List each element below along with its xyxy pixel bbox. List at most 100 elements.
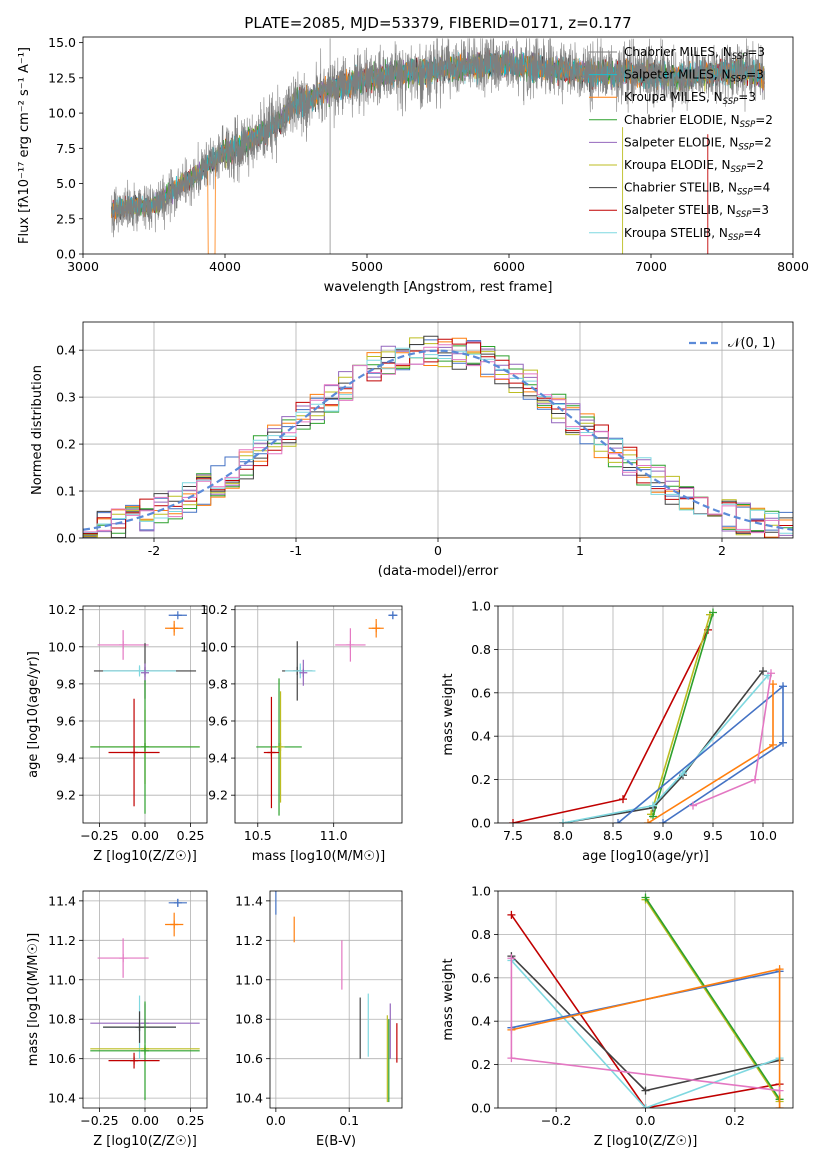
x-tick-label: −0.2 (541, 1113, 571, 1128)
point-marker (119, 640, 128, 649)
data-point (97, 938, 149, 978)
weight-line (652, 612, 714, 817)
weight-line (617, 684, 784, 823)
plot-area (83, 322, 793, 538)
y-tick-label: 11.2 (235, 933, 263, 948)
data-point (276, 691, 285, 803)
point-marker (276, 742, 285, 751)
y-tick-label: 0.0 (56, 247, 76, 262)
plot-area (235, 606, 402, 823)
y-tick-label: 10.0 (48, 639, 76, 654)
y-axis-label: Normed distribution (30, 365, 45, 495)
weight-line (510, 959, 780, 1108)
data-point (263, 696, 280, 809)
x-axis-label: (data-model)/error (378, 564, 499, 579)
y-axis-label: age [log10(age/yr)] (26, 651, 41, 778)
legend: 𝒩(0, 1) (689, 336, 775, 351)
point-marker (141, 1046, 149, 1055)
y-tick-label: 0.2 (471, 772, 491, 787)
x-tick-label: 1 (576, 543, 584, 558)
weight-marker (659, 819, 667, 823)
x-tick-label: 0.1 (339, 1113, 359, 1128)
y-tick-label: 0.4 (471, 729, 491, 744)
point-marker (346, 640, 355, 649)
axes-frame (82, 36, 794, 255)
point-marker (135, 1023, 144, 1032)
data-point (90, 680, 200, 814)
y-tick-label: 0.4 (471, 1014, 491, 1029)
weight-series (644, 680, 777, 823)
y-tick-label: 10.8 (235, 1012, 263, 1027)
data-point (90, 1001, 200, 1101)
y-tick-label: 0.4 (56, 343, 76, 358)
panel-weight-vs-age: 7.5 8.0 8.5 9.0 9.5 10.0 0.0 0.2 0.4 0.6 0.8 1.0 age… (441, 599, 794, 864)
point-marker (170, 624, 179, 633)
x-tick-label: 2 (718, 543, 726, 558)
weight-marker (507, 1054, 516, 1063)
y-axis-label: Flux [fλ10⁻¹⁷ erg cm⁻² s⁻¹ A⁻¹] (17, 47, 32, 244)
x-tick-label: 0.00 (131, 1113, 159, 1128)
weight-marker (775, 965, 784, 974)
plot-area (498, 606, 793, 823)
panel-spectrum: 3000 4000 5000 6000 7000 8000 0.0 2.5 5.0 7.5 10.0… (17, 14, 809, 295)
data-point (97, 630, 149, 660)
axes-frame (497, 605, 794, 824)
legend: Chabrier MILES, NSSP=3 Salpeter MILES, NS… (589, 45, 773, 243)
data-point (388, 611, 398, 620)
y-axis-label: mass weight (441, 673, 456, 755)
x-tick-label: 0.0 (636, 1113, 656, 1128)
point-marker (130, 1056, 139, 1065)
data-point (168, 611, 187, 620)
data-point (141, 663, 149, 683)
x-tick-label: 5000 (351, 259, 383, 274)
y-tick-label: 0.1 (56, 484, 76, 499)
y-tick-label: 9.6 (56, 713, 76, 728)
data-point (103, 665, 176, 677)
weight-line (644, 899, 781, 1102)
panel-age-vs-mass: 10.5 11.0 9.2 9.4 9.6 9.8 10.0 10.2 mass [log10(… (200, 602, 403, 864)
data-point (285, 663, 316, 679)
weight-marker (751, 775, 759, 784)
weight-marker (509, 819, 517, 823)
y-tick-label: 1.0 (471, 884, 491, 899)
chart-title: PLATE=2085, MJD=53379, FIBERID=0171, z=0… (244, 14, 631, 32)
weight-series (689, 669, 775, 810)
y-tick-label: 11.0 (235, 972, 263, 987)
y-tick-label: 10.4 (235, 1091, 263, 1106)
point-marker (173, 898, 182, 907)
y-tick-label: 0.8 (471, 642, 491, 657)
x-tick-label: -2 (148, 543, 160, 558)
y-tick-label: 10.8 (48, 1012, 76, 1027)
y-tick-label: 10.6 (48, 1051, 76, 1066)
x-tick-label: 0.2 (725, 1113, 745, 1128)
y-tick-label: 11.2 (48, 933, 76, 948)
legend-entry: Salpeter ELODIE, NSSP=2 (624, 135, 772, 152)
y-tick-label: 9.8 (56, 676, 76, 691)
panel-weight-vs-Z: −0.2 0.0 0.2 0.0 0.2 0.4 0.6 0.8 1.0 Z [log10(Z/Z… (441, 884, 794, 1149)
y-tick-label: 15.0 (48, 35, 76, 50)
weight-marker (779, 682, 787, 691)
weight-marker (769, 740, 777, 749)
x-tick-label: 8.5 (603, 828, 623, 843)
x-axis-label: Z [log10(Z/Z☉)] (93, 1134, 197, 1149)
data-point (108, 698, 160, 807)
weight-series (614, 682, 787, 823)
y-tick-label: 0.2 (471, 1057, 491, 1072)
weight-series (509, 625, 712, 823)
x-tick-label: -1 (290, 543, 302, 558)
point-marker (141, 742, 149, 751)
x-axis-label: age [log10(age/yr)] (582, 849, 709, 864)
weight-marker (641, 893, 650, 902)
x-tick-label: 7.5 (503, 828, 523, 843)
y-tick-label: 10.2 (200, 602, 228, 617)
x-tick-label: 3000 (67, 259, 99, 274)
data-point (165, 912, 184, 937)
data-point (168, 898, 187, 907)
y-tick-label: 0.2 (56, 437, 76, 452)
weight-marker (679, 769, 687, 778)
y-tick-label: 10.0 (48, 106, 76, 121)
y-tick-label: 9.4 (208, 751, 228, 766)
point-marker (130, 748, 139, 757)
legend-entry: Salpeter STELIB, NSSP=3 (624, 203, 769, 220)
y-tick-label: 9.6 (208, 713, 228, 728)
